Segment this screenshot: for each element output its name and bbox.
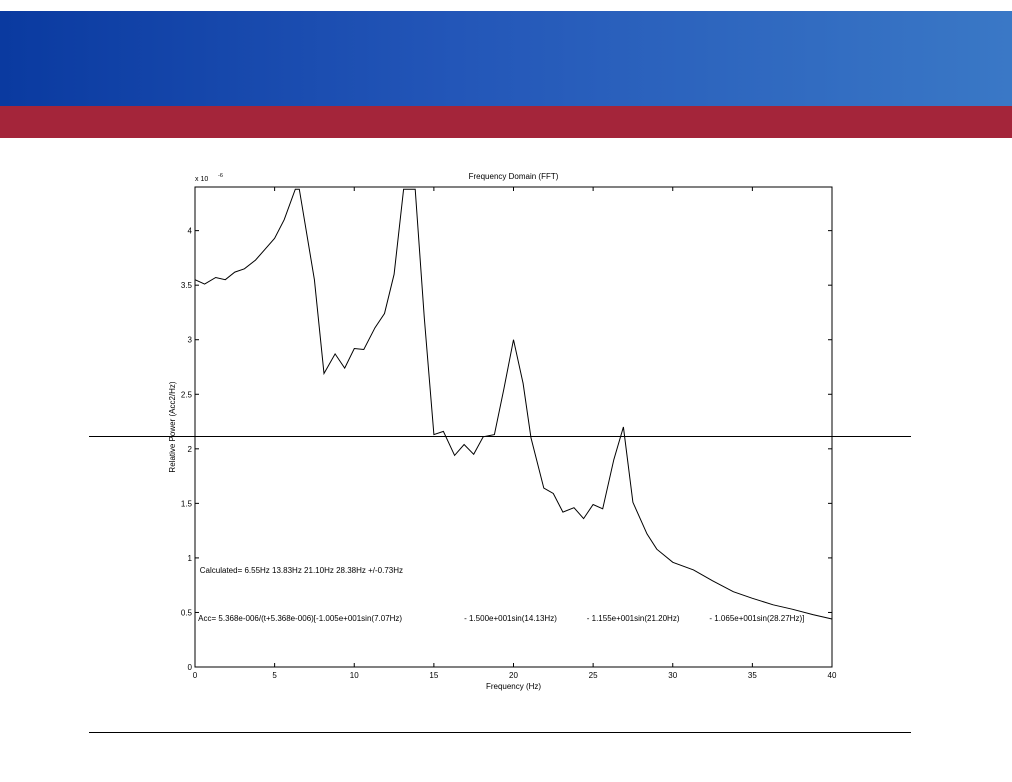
annotation-text: Calculated= 6.55Hz 13.83Hz 21.10Hz 28.38…	[200, 566, 403, 575]
x-tick-label: 35	[748, 671, 757, 680]
series-line	[194, 188, 833, 620]
x-tick-label: 5	[272, 671, 277, 680]
y-tick-label: 3.5	[181, 281, 193, 290]
y-tick-label: 2	[188, 445, 193, 454]
y-exponent-label: x 10	[195, 176, 208, 183]
y-tick-label: 3	[188, 336, 193, 345]
annotation-text: - 1.500e+001sin(14.13Hz)	[464, 614, 557, 623]
banner-blue	[0, 11, 1012, 106]
x-tick-label: 25	[589, 671, 598, 680]
x-tick-label: 0	[193, 671, 198, 680]
x-tick-label: 20	[509, 671, 518, 680]
y-tick-label: 0	[188, 663, 193, 672]
x-axis-label: Frequency (Hz)	[486, 682, 541, 691]
banner-red	[0, 106, 1012, 138]
annotation-text: - 1.065e+001sin(28.27Hz)]	[709, 614, 804, 623]
y-tick-label: 1	[188, 554, 193, 563]
y-tick-label: 4	[188, 227, 193, 236]
y-tick-label: 0.5	[181, 608, 193, 617]
x-tick-label: 10	[350, 671, 359, 680]
y-axis-label: Relative Power (Acc2/Hz)	[168, 381, 177, 472]
y-tick-label: 2.5	[181, 390, 193, 399]
annotation-text: Acc= 5.368e-006/(t+5.368e-006)[-1.005e+0…	[198, 614, 402, 623]
x-tick-label: 40	[828, 671, 837, 680]
x-tick-label: 15	[429, 671, 438, 680]
horizontal-rule-middle	[89, 436, 911, 437]
horizontal-rule-bottom	[89, 732, 911, 733]
plot-frame	[194, 186, 833, 668]
chart-title: Frequency Domain (FFT)	[469, 172, 559, 181]
x-tick-label: 30	[668, 671, 677, 680]
annotation-text: - 1.155e+001sin(21.20Hz)	[587, 614, 680, 623]
y-tick-label: 1.5	[181, 499, 193, 508]
y-exponent-power: -6	[218, 173, 223, 179]
